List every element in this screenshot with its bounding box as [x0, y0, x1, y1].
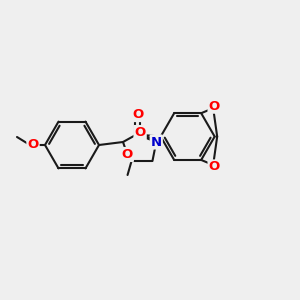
- Text: O: O: [27, 139, 39, 152]
- Text: O: O: [208, 160, 220, 173]
- Text: O: O: [122, 148, 133, 161]
- Text: O: O: [132, 108, 143, 121]
- Text: O: O: [134, 126, 146, 139]
- Text: O: O: [208, 100, 220, 113]
- Text: N: N: [151, 136, 162, 148]
